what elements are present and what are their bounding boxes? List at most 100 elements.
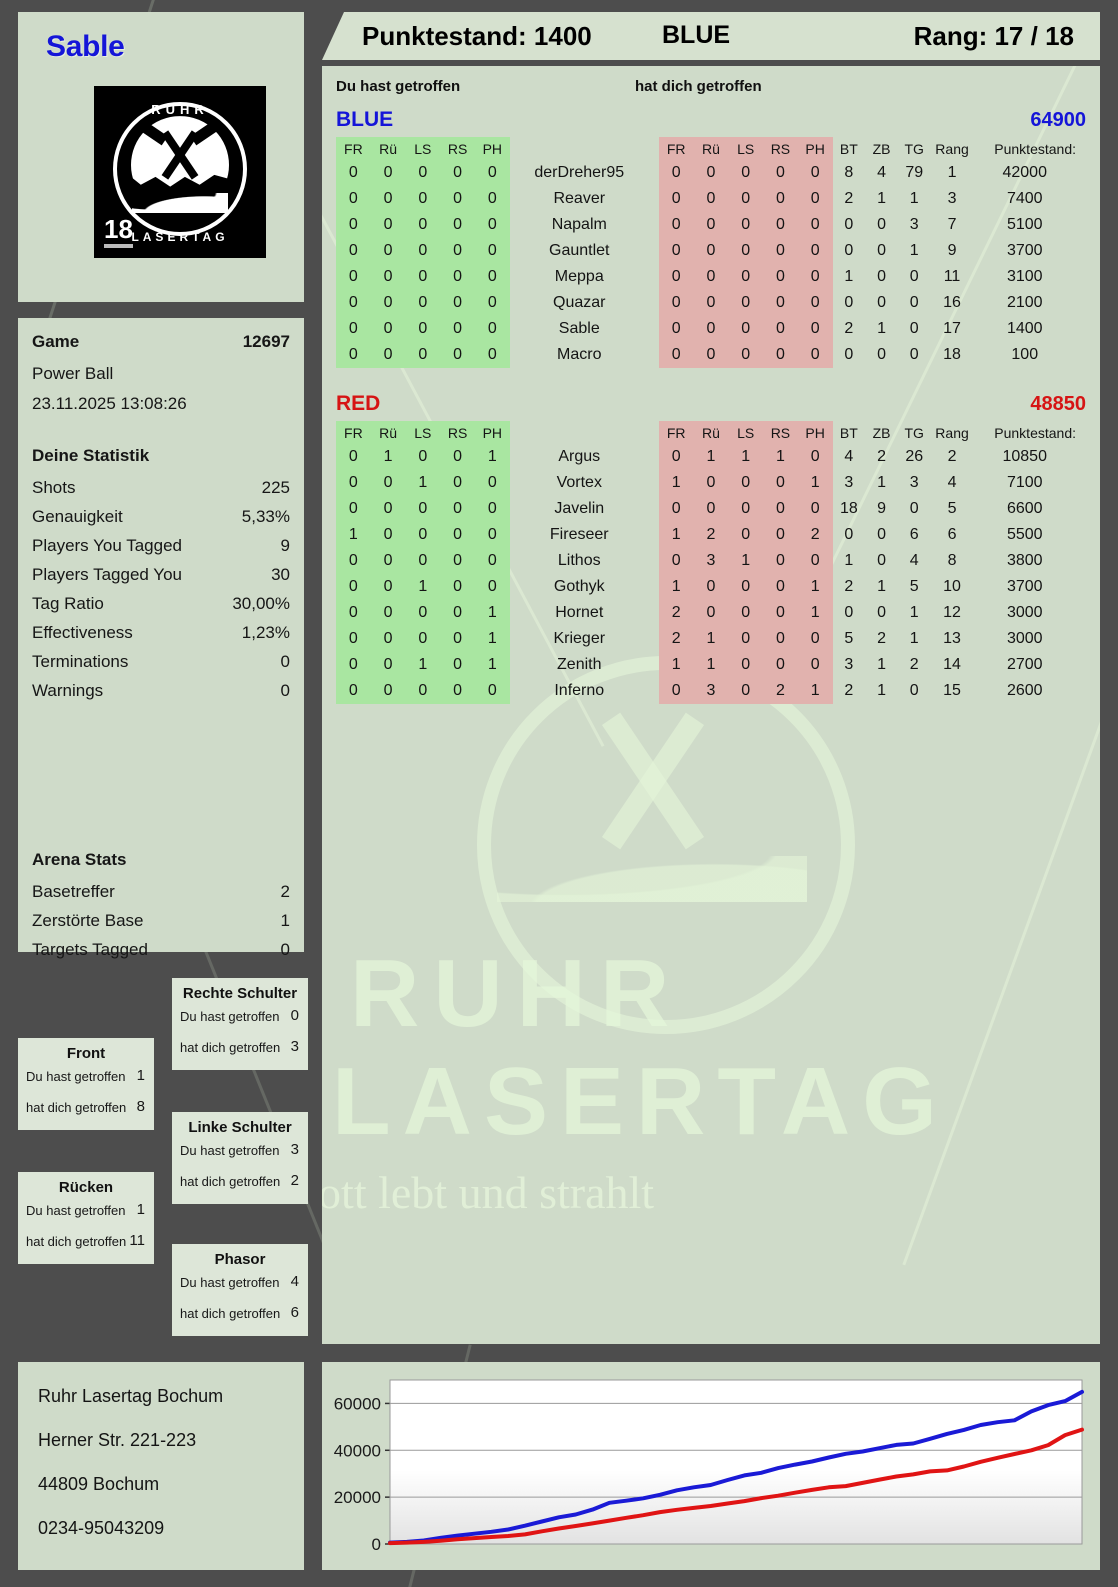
points-cell: 1400 [1006, 320, 1043, 337]
zb-cell: 0 [877, 604, 886, 621]
hitby-cell: 0 [797, 548, 833, 574]
hit-cell: 0 [336, 574, 371, 600]
hitby-cell: 0 [658, 548, 694, 574]
rank-cell: 3 [947, 190, 957, 207]
hit-cell: 0 [370, 522, 406, 548]
hit-cell: 1 [474, 652, 510, 678]
tg-cell: 4 [909, 552, 919, 569]
rank-cell: 1 [947, 164, 957, 181]
hit-cell: 0 [370, 160, 406, 186]
bt-cell: 0 [844, 604, 854, 621]
points-cell: 2700 [1006, 656, 1043, 673]
table-row[interactable]: 0 0 1 0 0 Gothyk 1 0 0 0 1 2 1 5 10 3700 [336, 574, 1086, 600]
bodypart-hit-value: 1 [136, 1067, 145, 1084]
tg-cell: 2 [909, 656, 919, 673]
hitby-cell: 0 [763, 522, 798, 548]
hitby-cell: 0 [797, 316, 833, 342]
arena-stat-label: Zerstörte Base [32, 911, 144, 930]
table-row[interactable]: 0 0 0 0 0 Napalm 0 0 0 0 0 0 0 3 7 5100 [336, 212, 1086, 238]
hit-cell: 0 [370, 548, 406, 574]
points-cell: 7100 [1006, 474, 1043, 491]
hitby-cell: 0 [763, 186, 798, 212]
hitby-cell: 0 [797, 264, 833, 290]
table-row[interactable]: 1 0 0 0 0 Fireseer 1 2 0 0 2 0 0 6 6 5500 [336, 522, 1086, 548]
table-row[interactable]: 0 0 0 0 0 Meppa 0 0 0 0 0 1 0 0 11 3100 [336, 264, 1086, 290]
bt-cell: 1 [844, 268, 854, 285]
table-row[interactable]: 0 0 1 0 0 Vortex 1 0 0 0 1 3 1 3 4 7100 [336, 470, 1086, 496]
table-row[interactable]: 0 1 0 0 1 Argus 0 1 1 1 0 4 2 26 2 10850 [336, 444, 1086, 470]
bt-cell: 2 [844, 320, 854, 337]
col-header: RS [763, 421, 798, 444]
rank-cell: 13 [943, 630, 961, 647]
col-header: FR [658, 137, 694, 160]
bt-cell: 2 [844, 190, 854, 207]
bt-cell: 0 [844, 346, 854, 363]
hitby-cell: 0 [728, 678, 764, 704]
hitby-cell: 0 [693, 238, 729, 264]
stat-value: 9 [280, 536, 290, 555]
hit-cell: 0 [370, 264, 406, 290]
points-cell: 3000 [1006, 630, 1043, 647]
hit-cell: 0 [440, 470, 475, 496]
hit-cell: 0 [336, 626, 371, 652]
table-row[interactable]: 0 0 0 0 0 Macro 0 0 0 0 0 0 0 0 18 100 [336, 342, 1086, 368]
hit-cell: 0 [336, 290, 371, 316]
hit-cell: 0 [336, 470, 371, 496]
hitby-cell: 0 [693, 212, 729, 238]
table-row[interactable]: 0 0 0 0 0 Inferno 0 3 0 2 1 2 1 0 15 2600 [336, 678, 1086, 704]
hit-cell: 0 [474, 264, 510, 290]
tg-cell: 79 [905, 164, 924, 181]
hit-cell: 0 [405, 626, 441, 652]
hit-cell: 0 [370, 600, 406, 626]
chart-ytick-label: 0 [372, 1535, 381, 1554]
team-total-red: 48850 [1030, 393, 1086, 415]
hit-cell: 1 [405, 574, 441, 600]
hitby-cell: 0 [728, 160, 764, 186]
chart-line-red [388, 1427, 1084, 1546]
table-row[interactable]: 0 0 0 0 1 Hornet 2 0 0 0 1 0 0 1 12 3000 [336, 600, 1086, 626]
bodypart-title: Rechte Schulter [182, 985, 298, 1002]
table-row[interactable]: 0 0 0 0 0 Lithos 0 3 1 0 0 1 0 4 8 3800 [336, 548, 1086, 574]
table-row[interactable]: 0 0 0 0 0 Gauntlet 0 0 0 0 0 0 0 1 9 3700 [336, 238, 1086, 264]
hitby-cell: 1 [658, 652, 694, 678]
hit-cell: 0 [405, 600, 441, 626]
hit-cell: 0 [440, 600, 475, 626]
tg-cell: 1 [909, 190, 919, 207]
chart-frame [389, 1379, 1083, 1545]
hitby-cell: 0 [728, 238, 764, 264]
header-summary-bar: Punktestand: 1400 BLUE Rang: 17 / 18 [322, 12, 1100, 60]
bodypart-box-rechte-schulter: Rechte Schulter Du hast getroffen 0 hat d… [172, 978, 308, 1070]
col-header-name [510, 137, 659, 160]
zb-cell: 4 [877, 164, 886, 181]
bodypart-title: Front [66, 1045, 106, 1062]
player-name-cell: Lithos [557, 552, 601, 569]
player-name-cell: Fireseer [549, 526, 609, 543]
hit-cell: 0 [336, 652, 371, 678]
table-row[interactable]: 0 0 0 0 0 derDreher95 0 0 0 0 0 8 4 79 1 42000 [336, 160, 1086, 186]
hitby-cell: 3 [693, 678, 729, 704]
bodypart-hitby-label: hat dich getroffen [180, 1174, 281, 1189]
arena-stat-value: 0 [280, 940, 290, 959]
table-row[interactable]: 0 0 0 0 0 Quazar 0 0 0 0 0 0 0 0 16 2100 [336, 290, 1086, 316]
hit-cell: 0 [440, 264, 475, 290]
bodypart-hit-label: Du hast getroffen [26, 1203, 126, 1218]
team-total-blue: 64900 [1030, 109, 1086, 131]
hit-cell: 0 [336, 600, 371, 626]
table-row[interactable]: 0 0 0 0 0 Javelin 0 0 0 0 0 18 9 0 5 6600 [336, 496, 1086, 522]
hitby-cell: 0 [763, 600, 798, 626]
hit-cell: 0 [336, 496, 371, 522]
table-row[interactable]: 0 0 0 0 0 Reaver 0 0 0 0 0 2 1 1 3 7400 [336, 186, 1086, 212]
hit-cell: 0 [370, 212, 406, 238]
address-phone: 0234-95043209 [38, 1518, 165, 1538]
table-row[interactable]: 0 0 0 0 0 Sable 0 0 0 0 0 2 1 0 17 1400 [336, 316, 1086, 342]
hitby-cell: 0 [693, 496, 729, 522]
points-cell: 2600 [1006, 682, 1043, 699]
table-row[interactable]: 0 0 0 0 1 Krieger 2 1 0 0 0 5 2 1 13 3000 [336, 626, 1086, 652]
bodypart-hitby-label: hat dich getroffen [26, 1234, 127, 1249]
tg-cell: 3 [909, 216, 919, 233]
address-line-3: 44809 Bochum [38, 1474, 160, 1494]
table-row[interactable]: 0 0 1 0 1 Zenith 1 1 0 0 0 3 1 2 14 2700 [336, 652, 1086, 678]
chart-plot-area [390, 1380, 1082, 1544]
hitby-cell: 3 [693, 548, 729, 574]
hit-cell: 0 [370, 290, 406, 316]
